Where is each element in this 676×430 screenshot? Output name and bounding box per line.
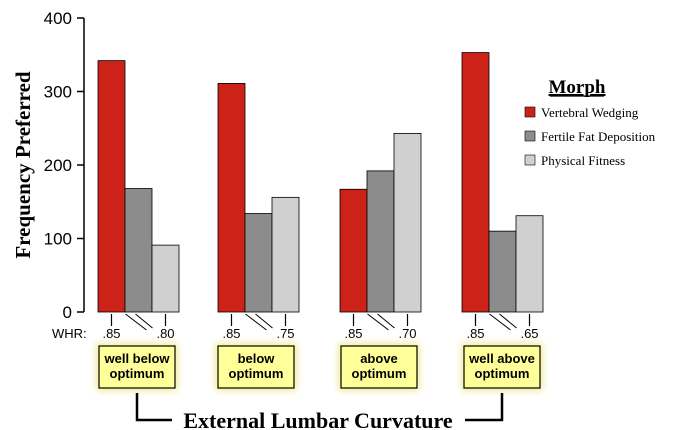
bar xyxy=(461,52,490,313)
y-tick-label: 300 xyxy=(44,83,72,102)
category-label: optimum xyxy=(229,366,284,381)
category-box xyxy=(98,345,176,389)
category-label: optimum xyxy=(475,366,530,381)
category-boxes: well belowoptimumbelowoptimumaboveoptimu… xyxy=(95,342,544,392)
y-tick-label: 200 xyxy=(44,156,72,175)
legend-swatch xyxy=(524,130,536,142)
whr-tick xyxy=(110,314,167,326)
x-axis-title: External Lumbar Curvature xyxy=(183,408,453,430)
whr-value: .65 xyxy=(520,326,538,341)
category-box xyxy=(463,345,541,389)
bar xyxy=(151,244,180,313)
whr-value: .85 xyxy=(222,326,240,341)
whr-value: .85 xyxy=(466,326,484,341)
bar xyxy=(393,132,422,313)
bar xyxy=(339,188,368,313)
whr-connector xyxy=(367,313,395,331)
y-tick-label: 400 xyxy=(44,9,72,28)
bar xyxy=(271,196,300,313)
whr-value: .85 xyxy=(344,326,362,341)
bar xyxy=(124,188,153,313)
whr-tick xyxy=(474,314,531,326)
category-label: optimum xyxy=(110,366,165,381)
bar xyxy=(217,83,246,313)
category-label: well above xyxy=(468,351,535,366)
whr-value: .80 xyxy=(156,326,174,341)
category-label: optimum xyxy=(352,366,407,381)
y-axis-ticks: 0 100 200 300 400 xyxy=(44,9,85,322)
y-tick-label: 0 xyxy=(63,303,72,322)
whr-value: .85 xyxy=(102,326,120,341)
legend-swatch xyxy=(524,106,536,118)
legend-title: Morph xyxy=(549,77,606,98)
bar xyxy=(515,215,544,313)
whr-value: .70 xyxy=(398,326,416,341)
whr-tick xyxy=(352,314,409,326)
x-axis-bracket xyxy=(135,393,504,422)
whr-value: .75 xyxy=(276,326,294,341)
category-box xyxy=(340,345,418,389)
y-axis-title: Frequency Preferred xyxy=(11,71,35,259)
whr-label: WHR: xyxy=(52,326,87,341)
bar-marks xyxy=(97,52,544,313)
whr-connector xyxy=(489,313,517,331)
bar xyxy=(97,60,126,313)
category-box xyxy=(217,345,295,389)
category-label: well below xyxy=(103,351,170,366)
legend-label: Fertile Fat Deposition xyxy=(541,129,656,144)
bar xyxy=(244,213,273,313)
legend-swatch xyxy=(524,154,536,166)
whr-connector xyxy=(245,313,273,331)
whr-row: WHR: .85 .80 .85 .75 .85 .70 .85 .65 xyxy=(52,313,539,341)
bar xyxy=(366,170,395,313)
whr-connector xyxy=(125,313,153,331)
bar xyxy=(488,230,517,313)
category-label: above xyxy=(360,351,398,366)
y-tick-label: 100 xyxy=(44,230,72,249)
legend-label: Vertebral Wedging xyxy=(541,105,639,120)
legend: Morph Vertebral Wedging Fertile Fat Deposi… xyxy=(524,77,656,168)
legend-label: Physical Fitness xyxy=(541,153,625,168)
whr-tick xyxy=(230,314,287,326)
category-label: below xyxy=(238,351,276,366)
